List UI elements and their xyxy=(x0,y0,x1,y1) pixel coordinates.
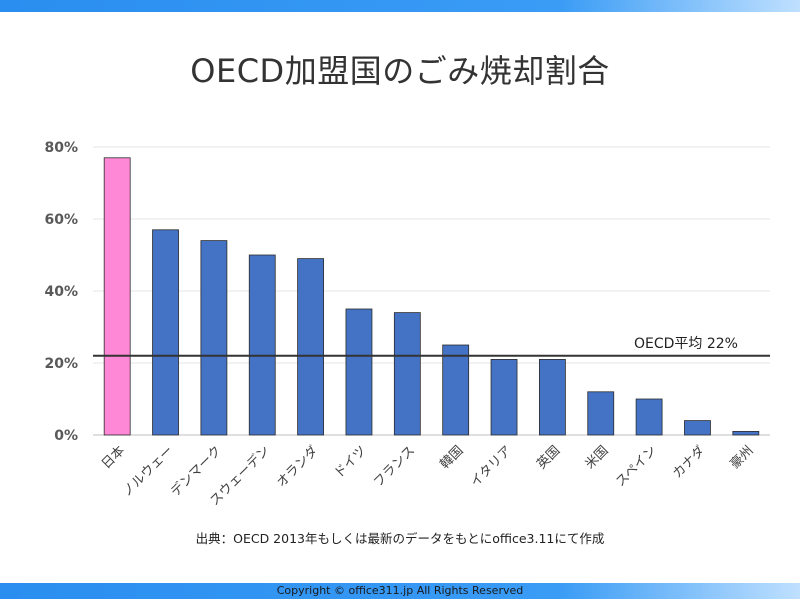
bar xyxy=(490,358,518,436)
x-category-label: イタリア xyxy=(468,443,515,490)
source-note: 出典：OECD 2013年もしくは最新のデータをもとにoffice3.11にて作… xyxy=(195,531,605,546)
page-title: OECD加盟国のごみ焼却割合 xyxy=(190,52,610,90)
bar xyxy=(538,358,566,436)
bar xyxy=(152,229,179,436)
x-category-label: オランダ xyxy=(274,443,321,490)
bottom-accent-bar xyxy=(0,583,800,599)
bar xyxy=(732,430,760,436)
bar-chart: 0%20%40%60%80%日本ノルウェーデンマークスウェーデン オランダ ドイツフ… xyxy=(44,140,770,509)
bar xyxy=(200,240,228,436)
x-category-label: フランス xyxy=(371,443,418,490)
bar xyxy=(297,258,325,436)
bar xyxy=(635,398,663,436)
x-category-label: スペイン xyxy=(613,443,660,490)
bar xyxy=(248,254,276,436)
bar xyxy=(587,391,615,436)
x-category-label: 韓国 xyxy=(438,443,467,472)
bar xyxy=(103,157,131,436)
bar xyxy=(345,308,373,436)
x-category-label: ノルウェー xyxy=(120,443,177,500)
copyright-text: Copyright © office311.jp All Rights Rese… xyxy=(276,584,524,597)
x-category-label: 日本 xyxy=(99,443,128,472)
y-tick-label: 20% xyxy=(44,356,78,372)
top-accent-bar xyxy=(0,0,800,12)
average-line-label: OECD平均 22% xyxy=(634,336,738,352)
x-category-label: 豪州 xyxy=(727,443,757,473)
y-tick-label: 0% xyxy=(54,428,78,444)
x-category-label: カナダ xyxy=(670,443,708,481)
y-tick-label: 40% xyxy=(44,284,78,300)
y-tick-label: 80% xyxy=(44,140,78,156)
bar xyxy=(684,420,711,436)
y-tick-label: 60% xyxy=(44,212,78,228)
bar xyxy=(393,312,421,436)
bar xyxy=(442,344,470,436)
x-category-label: 英国 xyxy=(534,443,563,472)
x-category-label: 米国 xyxy=(583,443,612,472)
x-category-label: ドイツ xyxy=(332,443,370,481)
